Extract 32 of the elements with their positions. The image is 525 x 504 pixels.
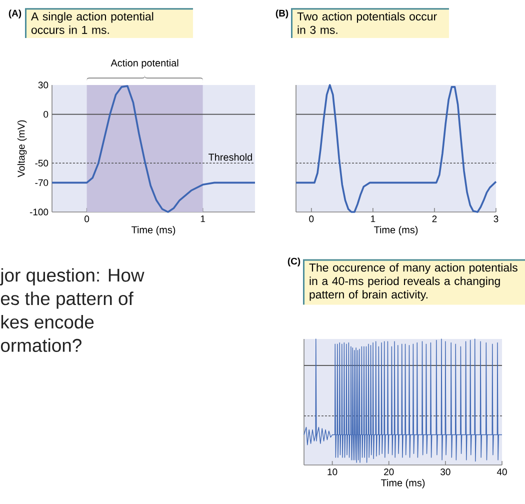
chart-title: Two action potentials occur in 3 ms.: [297, 12, 437, 34]
x-tick-label: 40: [496, 468, 507, 476]
text: jor question: How: [0, 268, 144, 286]
ref-line-label: Threshold: [208, 153, 252, 161]
x-axis-title: Time (ms): [374, 226, 418, 236]
x-tick-label: 30: [440, 468, 450, 476]
text: (B): [276, 10, 288, 18]
text: (A): [8, 10, 22, 18]
chart-title: A single action potential occurs in 1 ms.: [31, 12, 154, 34]
x-tick-label: 0: [309, 216, 314, 222]
line-series: [51, 85, 256, 213]
x-tick-label: 20: [384, 468, 394, 476]
text: es the pattern of: [0, 292, 134, 309]
x-tick-label: 0: [84, 216, 90, 222]
x-tick-label: 1: [371, 216, 376, 222]
x-axis-title: Time (ms): [380, 479, 425, 488]
text: ormation?: [0, 338, 82, 352]
y-tick-label: -100: [30, 208, 48, 216]
x-axis-title: Time (ms): [131, 226, 176, 236]
x-tick-label: 3: [494, 216, 498, 222]
y-tick-label: -50: [35, 160, 48, 167]
x-tick-label: 2: [432, 216, 437, 222]
chart-title: The occurence of many action potentials in a 40-ms period reveals a changing pattern of brain activity.: [309, 263, 518, 301]
x-tick-label: 1: [200, 216, 205, 222]
text: (C): [288, 258, 300, 266]
y-tick-label: 30: [38, 82, 48, 88]
y-tick-label: -70: [35, 179, 48, 186]
band-label: Action potential: [110, 59, 178, 68]
y-axis-title: Voltage (mV): [17, 120, 27, 178]
x-tick-label: 10: [328, 468, 338, 476]
text: kes encode: [1, 315, 94, 329]
y-tick-label: 0: [44, 110, 48, 118]
